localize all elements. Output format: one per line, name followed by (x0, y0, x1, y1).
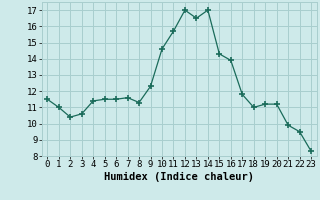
X-axis label: Humidex (Indice chaleur): Humidex (Indice chaleur) (104, 172, 254, 182)
